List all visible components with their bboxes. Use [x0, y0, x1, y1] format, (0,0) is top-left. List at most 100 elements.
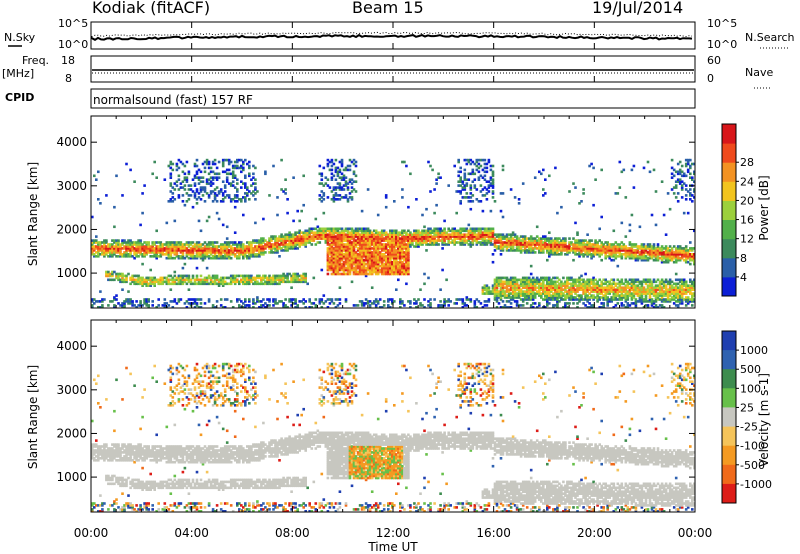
power-cell	[368, 255, 372, 258]
power-cell	[229, 245, 233, 248]
power-cell	[163, 178, 167, 181]
power-cell	[370, 256, 374, 260]
power-cell	[421, 235, 424, 238]
power-cell	[181, 276, 185, 280]
power-cell	[201, 251, 205, 254]
power-cell	[546, 286, 549, 289]
power-cell	[580, 294, 583, 297]
power-cell	[372, 264, 376, 268]
power-cell	[282, 306, 285, 308]
nave-tick-bottom: 0	[707, 72, 714, 85]
power-cell	[600, 249, 603, 252]
power-cell	[393, 300, 396, 303]
power-cell	[556, 286, 559, 289]
power-cell	[284, 188, 287, 191]
power-cell	[205, 280, 209, 284]
power-cell	[294, 245, 297, 248]
power-cell	[256, 282, 259, 286]
power-cell	[387, 233, 390, 236]
power-cell	[382, 237, 386, 240]
power-cell	[602, 249, 605, 252]
power-cell	[262, 282, 265, 286]
power-cell	[459, 180, 462, 183]
power-cell	[229, 160, 233, 164]
power-cell	[382, 253, 386, 256]
power-cell	[455, 298, 458, 301]
power-cell	[608, 282, 611, 286]
power-cell	[491, 231, 495, 234]
power-cell	[342, 174, 346, 178]
power-cell	[225, 256, 229, 260]
power-cell	[533, 282, 537, 286]
power-cell	[320, 231, 324, 234]
power-cell	[350, 196, 354, 199]
power-cell	[399, 243, 402, 246]
power-cell	[558, 288, 561, 291]
power-cell	[266, 280, 269, 284]
power-cell	[395, 256, 398, 260]
power-cell	[314, 231, 318, 234]
power-cell	[578, 251, 581, 254]
power-cell	[340, 272, 344, 276]
power-cell	[499, 237, 503, 240]
power-cell	[304, 274, 307, 278]
power-cell	[568, 282, 571, 286]
power-cell	[582, 284, 585, 287]
power-cell	[384, 247, 388, 250]
power-cell	[632, 296, 636, 299]
power-cell	[278, 247, 281, 250]
power-cell	[620, 255, 624, 258]
power-cell	[260, 237, 263, 240]
power-cell	[103, 255, 106, 258]
power-cell	[372, 239, 376, 242]
power-cell	[350, 255, 354, 258]
power-cell	[123, 306, 126, 308]
power-cell	[336, 251, 340, 254]
power-cell	[370, 243, 374, 246]
power-cell	[380, 239, 384, 242]
power-cell	[523, 278, 527, 282]
power-cell	[384, 262, 388, 266]
power-cell	[135, 280, 138, 284]
power-cell	[608, 290, 611, 293]
power-cell	[252, 278, 255, 282]
power-cell	[334, 247, 338, 250]
power-cell	[360, 249, 364, 252]
power-cell	[604, 278, 607, 282]
power-cell	[582, 292, 585, 295]
power-cell	[290, 278, 293, 282]
power-cell	[588, 292, 591, 295]
power-cell	[449, 300, 452, 303]
power-cell	[395, 262, 398, 266]
power-cell	[554, 292, 557, 295]
power-cell	[330, 233, 334, 236]
power-cell	[330, 229, 334, 233]
power-cell	[161, 276, 165, 280]
power-cell	[177, 196, 181, 199]
power-cell	[113, 278, 116, 282]
power-cell	[183, 164, 187, 168]
power-cell	[133, 274, 136, 278]
power-cell	[519, 304, 523, 307]
power-cell	[135, 243, 138, 246]
power-cell	[505, 239, 509, 242]
power-cell	[252, 255, 255, 258]
power-cell	[612, 245, 616, 248]
power-cell	[187, 172, 191, 176]
power-cell	[260, 253, 263, 256]
power-cell	[610, 251, 613, 254]
power-cell	[459, 237, 462, 240]
power-cell	[382, 270, 386, 274]
power-cell	[189, 251, 193, 254]
power-cell	[262, 241, 265, 244]
power-cell	[350, 258, 354, 262]
power-cell	[572, 284, 575, 287]
power-cell	[391, 251, 394, 254]
power-cell	[229, 172, 233, 176]
power-cell	[229, 276, 233, 280]
power-cell	[487, 158, 491, 162]
power-cell	[364, 302, 368, 305]
power-cell	[499, 288, 503, 291]
power-cell	[391, 264, 394, 268]
power-cell	[523, 251, 527, 254]
